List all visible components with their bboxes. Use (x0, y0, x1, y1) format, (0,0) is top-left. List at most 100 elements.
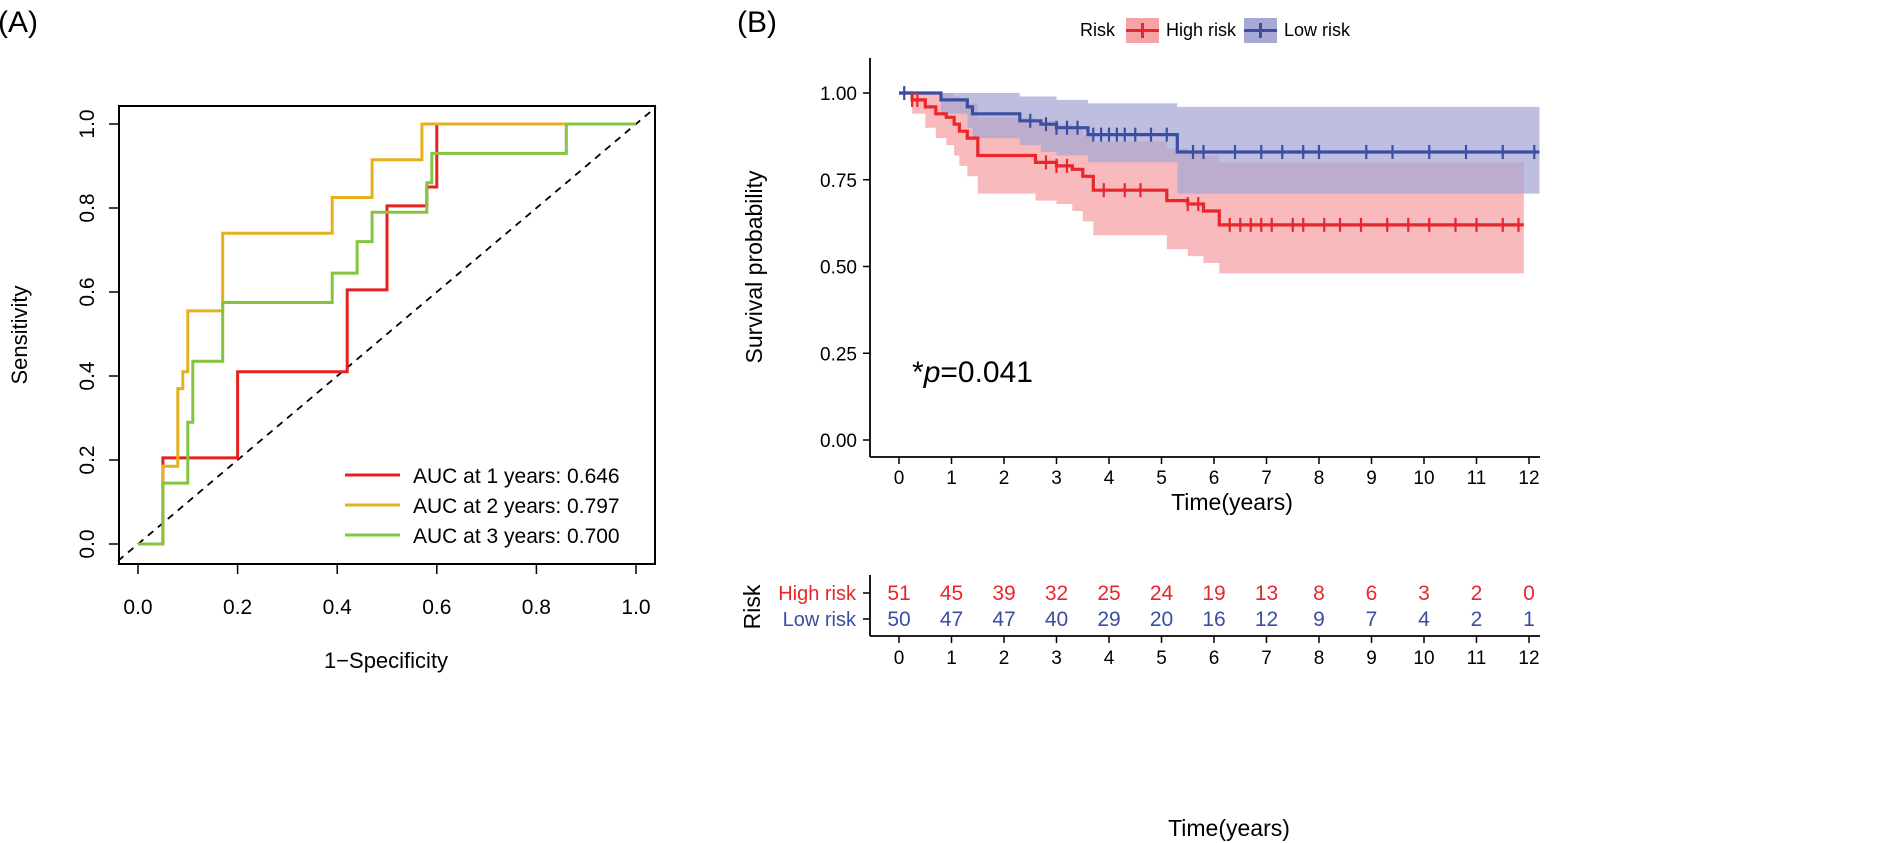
roc-reference-diagonal (117, 106, 657, 562)
risk-cell-low: 12 (1255, 608, 1278, 631)
risk-table: Risk High risk Low risk 51 45 39 32 25 24 19 13… (739, 575, 1540, 841)
roc-x-tick-label: 0.4 (323, 596, 353, 619)
risk-table-title: Risk (739, 584, 765, 629)
km-p-value-prefix: * (912, 356, 924, 389)
roc-curve-2yr (138, 122, 636, 546)
risk-cell-low: 20 (1150, 608, 1173, 631)
km-censor-marks (903, 86, 1536, 232)
risk-row-high-label: High risk (778, 583, 857, 605)
km-y-tick-label: 0.75 (820, 171, 857, 192)
risk-cell-high: 32 (1045, 582, 1068, 605)
km-p-value-symbol: p (923, 356, 941, 389)
risk-table-cells: 51 45 39 32 25 24 19 13 8 6 3 2 050 47 47 40 29 20 16 12 9 7 4… (887, 582, 1535, 631)
risk-cell-high: 24 (1150, 582, 1174, 605)
km-x-tick-label: 10 (1413, 468, 1434, 489)
roc-y-tick-label: 0.0 (76, 529, 99, 558)
roc-y-tick-label: 0.8 (76, 193, 99, 222)
risk-cell-high: 45 (940, 582, 963, 605)
roc-y-tick-label: 1.0 (76, 109, 99, 138)
km-y-tick-label: 0.25 (820, 344, 857, 365)
risk-cell-low: 16 (1202, 608, 1225, 631)
risk-cell-low: 1 (1523, 608, 1535, 631)
roc-y-axis-title: Sensitivity (7, 285, 32, 384)
roc-x-tick-label: 0.0 (123, 596, 152, 619)
risk-x-tick-label: 11 (1467, 648, 1487, 669)
risk-cell-low: 47 (940, 608, 963, 631)
risk-table-x-axis-title: Time(years) (1168, 815, 1290, 841)
km-x-tick-label: 12 (1518, 468, 1539, 489)
risk-x-tick-label: 7 (1261, 648, 1272, 669)
risk-cell-high: 19 (1202, 582, 1225, 605)
risk-x-tick-label: 4 (1104, 648, 1115, 669)
risk-cell-high: 0 (1523, 582, 1535, 605)
roc-y-tick-label: 0.4 (76, 361, 99, 391)
risk-x-tick-label: 6 (1209, 648, 1220, 669)
km-y-tick-label: 0.50 (820, 258, 857, 279)
risk-cell-high: 39 (992, 582, 1015, 605)
km-legend-low-label: Low risk (1284, 20, 1351, 40)
roc-x-tick-label: 0.6 (422, 596, 451, 619)
km-x-tick-label: 1 (946, 468, 957, 489)
km-y-axis-title: Survival probability (741, 170, 767, 364)
roc-legend: AUC at 1 years: 0.646 AUC at 2 years: 0.7… (345, 465, 620, 548)
risk-cell-low: 40 (1045, 608, 1068, 631)
risk-x-tick-label: 3 (1051, 648, 1062, 669)
km-legend: Risk High risk Low risk (1080, 18, 1351, 43)
risk-cell-high: 51 (887, 582, 910, 605)
km-x-tick-label: 0 (894, 468, 905, 489)
risk-row-low-label: Low risk (783, 609, 857, 631)
risk-cell-low: 29 (1097, 608, 1120, 631)
km-p-value: *p=0.041 (912, 356, 1033, 389)
risk-cell-low: 4 (1418, 608, 1430, 631)
km-x-tick-label: 9 (1366, 468, 1377, 489)
roc-x-tick-label: 0.2 (223, 596, 252, 619)
km-x-axis-title: Time(years) (1171, 489, 1293, 515)
roc-y-tick-label: 0.2 (76, 445, 99, 474)
risk-x-tick-label: 5 (1156, 648, 1167, 669)
risk-cell-low: 9 (1313, 608, 1325, 631)
km-confidence-bands (899, 93, 1540, 274)
panel-a-label: (A) (0, 6, 38, 39)
km-y-tick-label: 1.00 (820, 84, 857, 105)
km-x-tick-label: 8 (1314, 468, 1325, 489)
risk-table-axis: 0 1 2 3 4 5 6 7 8 9 10 11 12 (863, 575, 1540, 669)
roc-curve-1yr (138, 122, 636, 546)
km-axes: 0.000.250.500.751.000 1 2 3 4 5 6 7 8 9 10 11 12 (820, 58, 1540, 489)
km-p-value-number: =0.041 (940, 356, 1033, 389)
risk-cell-high: 6 (1366, 582, 1378, 605)
risk-x-tick-label: 2 (999, 648, 1010, 669)
km-y-tick-label: 0.00 (820, 431, 857, 452)
roc-x-tick-label: 1.0 (621, 596, 650, 619)
risk-x-tick-label: 9 (1366, 648, 1377, 669)
km-x-tick-label: 4 (1104, 468, 1115, 489)
risk-cell-low: 50 (887, 608, 910, 631)
roc-y-tick-label: 0.6 (76, 277, 99, 306)
km-x-tick-label: 3 (1051, 468, 1062, 489)
risk-cell-low: 2 (1471, 608, 1483, 631)
risk-cell-low: 7 (1366, 608, 1378, 631)
km-x-tick-label: 7 (1261, 468, 1272, 489)
risk-cell-high: 2 (1471, 582, 1483, 605)
roc-legend-label-3yr: AUC at 3 years: 0.700 (413, 525, 620, 548)
panel-b-label: (B) (737, 6, 777, 39)
roc-plot-frame (118, 105, 656, 565)
roc-curve-3yr (138, 122, 636, 546)
km-band-low (899, 93, 1540, 194)
risk-cell-high: 3 (1418, 582, 1430, 605)
roc-x-axis-title: 1−Specificity (324, 648, 448, 673)
roc-x-tick-label: 0.8 (522, 596, 551, 619)
risk-x-tick-label: 1 (946, 648, 957, 669)
risk-x-tick-label: 12 (1518, 648, 1539, 669)
risk-cell-high: 13 (1255, 582, 1278, 605)
risk-cell-high: 8 (1313, 582, 1325, 605)
km-legend-title: Risk (1080, 20, 1116, 40)
panel-a: (A) 0.0 0.2 0.4 0.6 0.8 1.0 0.0 0.2 0.4 0.6 0.8 1.0… (0, 6, 657, 673)
km-x-tick-label: 2 (999, 468, 1010, 489)
panel-b: (B) Risk High risk Low risk 0.00 0.25 0.50… (737, 6, 1540, 841)
km-x-tick-label: 6 (1209, 468, 1220, 489)
risk-x-tick-label: 10 (1413, 648, 1434, 669)
roc-legend-label-2yr: AUC at 2 years: 0.797 (413, 495, 620, 518)
roc-legend-label-1yr: AUC at 1 years: 0.646 (413, 465, 620, 488)
